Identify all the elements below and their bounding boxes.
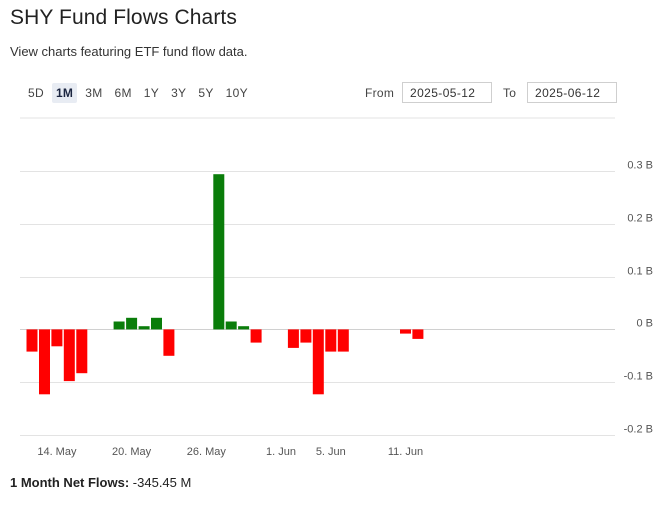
x-tick-label: 14. May xyxy=(37,446,77,458)
flow-bar[interactable] xyxy=(126,317,138,330)
page-subtitle: View charts featuring ETF fund flow data… xyxy=(10,44,248,59)
y-tick-label: -0.2 B xyxy=(624,424,653,436)
range-button-3y[interactable]: 3Y xyxy=(171,86,187,100)
range-button-1y[interactable]: 1Y xyxy=(143,86,160,100)
flow-bar[interactable] xyxy=(26,329,38,352)
net-flows-summary: 1 Month Net Flows: -345.45 M xyxy=(10,475,191,490)
flow-bar[interactable] xyxy=(238,326,250,330)
x-tick-label: 20. May xyxy=(112,446,152,458)
flow-bar[interactable] xyxy=(213,174,225,330)
flow-bar[interactable] xyxy=(39,329,50,395)
x-tick-label: 26. May xyxy=(187,446,227,458)
x-axis-labels: 14. May 20. May 26. May 1. Jun 5. Jun 11. Jun xyxy=(37,446,423,458)
fund-flows-chart: 0.3 B 0.2 B 0.1 B 0 B -0.1 B -0.2 B 14. May 20… xyxy=(20,117,653,458)
flow-bar[interactable] xyxy=(312,329,324,395)
y-tick-label: 0.2 B xyxy=(627,213,653,225)
range-button-5d[interactable]: 5D xyxy=(28,86,44,100)
flow-bar[interactable] xyxy=(287,329,299,348)
flow-bar[interactable] xyxy=(51,329,63,347)
range-button-1m[interactable]: 1M xyxy=(51,83,78,103)
range-button-10y[interactable]: 10Y xyxy=(225,86,248,100)
range-button-5y[interactable]: 5Y xyxy=(198,86,214,100)
flow-bar[interactable] xyxy=(113,321,125,330)
range-button-3m[interactable]: 3M xyxy=(85,86,103,100)
flow-bar[interactable] xyxy=(151,317,162,330)
from-date-input[interactable]: 2025-05-12 xyxy=(402,82,492,103)
y-tick-label: 0.3 B xyxy=(627,160,653,172)
net-flows-value: -345.45 M xyxy=(132,475,192,490)
flow-bar[interactable] xyxy=(63,329,75,382)
from-label: From xyxy=(365,86,395,100)
range-button-6m[interactable]: 6M xyxy=(114,86,132,100)
flow-bar[interactable] xyxy=(325,329,337,352)
bars xyxy=(26,174,424,395)
x-tick-label: 11. Jun xyxy=(388,446,423,458)
flow-bar[interactable] xyxy=(250,329,262,343)
y-tick-label: 0.1 B xyxy=(627,266,653,278)
page-title: SHY Fund Flows Charts xyxy=(10,6,237,29)
to-date-input[interactable]: 2025-06-12 xyxy=(527,82,617,103)
flow-bar[interactable] xyxy=(76,329,88,374)
flow-bar[interactable] xyxy=(138,326,150,330)
y-tick-label: 0 B xyxy=(636,318,653,330)
x-tick-label: 1. Jun xyxy=(266,446,296,458)
net-flows-label: 1 Month Net Flows: xyxy=(10,475,130,490)
flow-bar[interactable] xyxy=(412,329,424,339)
range-selector: 5D 1M 3M 6M 1Y 3Y 5Y 10Y xyxy=(24,83,252,103)
flow-bar[interactable] xyxy=(400,329,411,334)
flow-bar[interactable] xyxy=(225,321,237,330)
y-tick-label: -0.1 B xyxy=(624,371,653,383)
to-label: To xyxy=(503,86,517,100)
flow-bar[interactable] xyxy=(337,329,349,352)
flow-bar[interactable] xyxy=(163,329,175,356)
y-axis-labels: 0.3 B 0.2 B 0.1 B 0 B -0.1 B -0.2 B xyxy=(624,160,653,436)
x-tick-label: 5. Jun xyxy=(316,446,346,458)
flow-bar[interactable] xyxy=(300,329,312,343)
